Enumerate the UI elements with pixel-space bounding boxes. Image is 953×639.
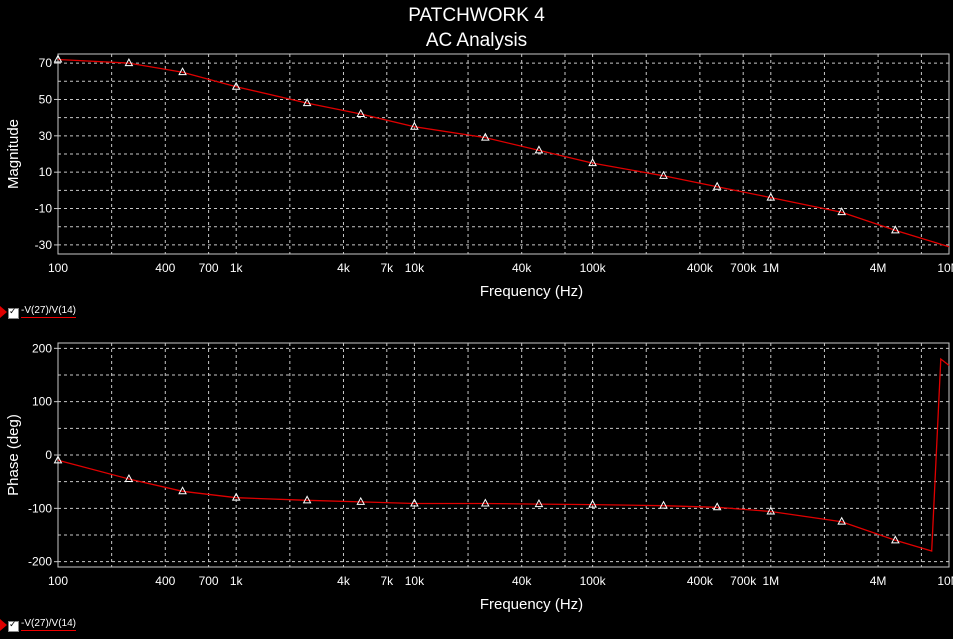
x-tick-label: 400k	[687, 261, 714, 275]
data-point-marker	[659, 170, 668, 179]
y-tick-label: 30	[39, 129, 53, 143]
x-tick-label: 10k	[405, 261, 425, 275]
data-point-marker	[891, 535, 900, 544]
trace-marker-icon	[0, 306, 7, 318]
data-point-marker	[837, 516, 847, 525]
data-point-marker	[891, 225, 900, 234]
x-tick-label: 7k	[380, 261, 394, 275]
y-tick-label: 50	[39, 92, 53, 106]
chart-title: PATCHWORK 4	[408, 5, 545, 26]
x-tick-label: 400k	[687, 574, 714, 588]
y-tick-label: -30	[35, 238, 53, 252]
data-point-marker	[766, 506, 776, 515]
series-line	[57, 357, 950, 552]
x-tick-label: 700	[199, 261, 219, 275]
data-point-marker	[766, 192, 776, 201]
data-point-marker	[480, 132, 490, 141]
data-point-marker	[53, 455, 63, 464]
x-tick-label: 10k	[405, 574, 425, 588]
data-point-marker	[231, 492, 241, 501]
x-tick-label: 4M	[870, 574, 887, 588]
data-point-marker	[124, 473, 134, 482]
data-point-marker	[712, 502, 722, 511]
data-point-marker	[659, 500, 668, 509]
x-tick-label: 4k	[337, 574, 351, 588]
legend-label: -V(27)/V(14)	[21, 305, 77, 318]
data-point-marker	[124, 58, 134, 67]
x-axis-label: Frequency (Hz)	[480, 596, 583, 613]
y-tick-label: -10	[35, 202, 53, 216]
x-tick-label: 10M	[937, 261, 953, 275]
x-tick-label: 400	[155, 574, 175, 588]
y-tick-label: -200	[28, 555, 52, 569]
chart-subtitle: AC Analysis	[425, 30, 528, 51]
y-axis-label: Magnitude	[5, 119, 22, 189]
y-axis-label: Phase (deg)	[5, 414, 22, 496]
data-point-marker	[534, 499, 544, 508]
x-tick-label: 40k	[512, 574, 532, 588]
x-tick-label: 700	[199, 574, 219, 588]
data-point-marker	[712, 181, 722, 190]
data-point-marker	[588, 499, 597, 508]
phase-legend[interactable]: -V(27)/V(14)	[0, 618, 77, 632]
x-tick-label: 4k	[337, 261, 351, 275]
data-point-marker	[480, 498, 490, 507]
data-point-marker	[837, 207, 847, 216]
x-tick-label: 100	[48, 261, 68, 275]
y-tick-label: 0	[45, 448, 52, 462]
checkbox-icon[interactable]	[8, 619, 19, 632]
data-point-marker	[302, 495, 312, 504]
data-point-marker	[178, 486, 187, 495]
data-point-marker	[356, 496, 366, 505]
y-tick-label: 10	[39, 165, 53, 179]
x-tick-label: 100k	[580, 574, 607, 588]
x-tick-label: 100k	[580, 261, 607, 275]
trace-marker-icon	[0, 619, 7, 631]
x-tick-label: 10M	[937, 574, 953, 588]
plot-border	[57, 53, 950, 255]
y-tick-label: -100	[28, 501, 52, 515]
x-tick-label: 1M	[762, 574, 779, 588]
data-point-marker	[53, 54, 63, 63]
y-tick-label: 70	[39, 56, 53, 70]
x-tick-label: 700k	[730, 574, 757, 588]
legend-label: -V(27)/V(14)	[21, 618, 77, 631]
x-tick-label: 1M	[762, 261, 779, 275]
data-point-marker	[302, 98, 312, 107]
y-tick-label: 100	[32, 395, 52, 409]
x-tick-label: 700k	[730, 261, 757, 275]
magnitude-legend[interactable]: -V(27)/V(14)	[0, 305, 77, 319]
data-point-marker	[231, 81, 241, 90]
y-tick-label: 200	[32, 341, 52, 355]
x-tick-label: 1k	[230, 574, 244, 588]
data-point-marker	[534, 145, 544, 154]
checkbox-icon[interactable]	[8, 306, 19, 319]
x-tick-label: 1k	[230, 261, 244, 275]
data-point-marker	[178, 67, 187, 76]
x-tick-label: 4M	[870, 261, 887, 275]
series-line	[57, 58, 950, 248]
data-point-marker	[356, 108, 366, 117]
x-tick-label: 7k	[380, 574, 394, 588]
x-tick-label: 100	[48, 574, 68, 588]
x-axis-label: Frequency (Hz)	[480, 283, 583, 300]
x-tick-label: 40k	[512, 261, 532, 275]
data-point-marker	[410, 121, 419, 130]
data-point-marker	[410, 498, 419, 507]
x-tick-label: 400	[155, 261, 175, 275]
data-point-marker	[588, 158, 597, 167]
